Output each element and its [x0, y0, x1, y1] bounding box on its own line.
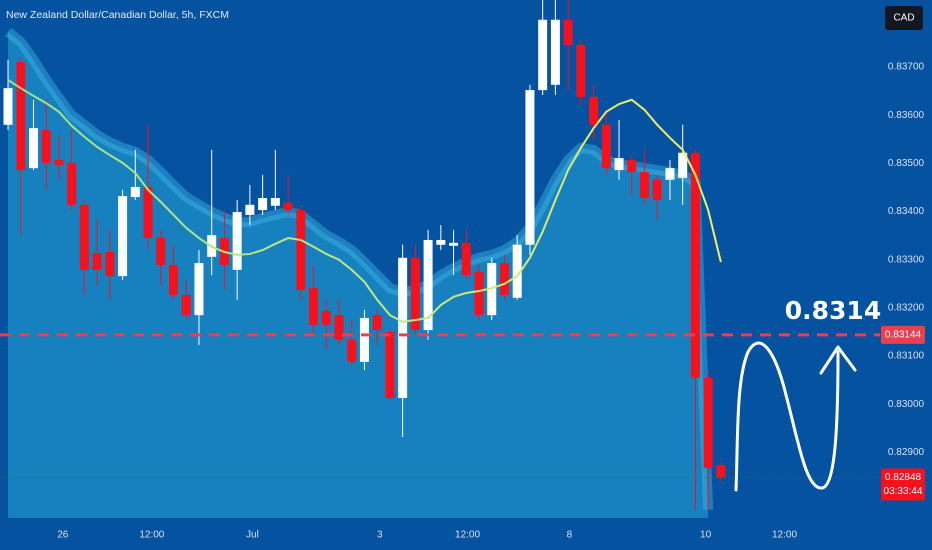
x-tick-label: 12:00: [139, 530, 164, 541]
y-tick-label: 0.83400: [888, 206, 925, 217]
candle-body: [499, 263, 509, 295]
y-tick-label: 0.83500: [888, 158, 925, 169]
y-tick-label: 0.83000: [888, 399, 925, 410]
band-edge: [4, 27, 714, 511]
candle-body: [245, 204, 255, 215]
currency-button[interactable]: [885, 6, 923, 30]
top-layer: 0.82900 0.83000 0.83100 0.83200 0.83300 0.834…: [0, 62, 925, 541]
chart-title: New Zealand Dollar/Canadian Dollar, 5h, …: [6, 9, 229, 21]
candle-body: [258, 198, 268, 211]
candle-body: [118, 196, 128, 277]
y-tick-label: 0.83200: [888, 303, 925, 314]
candle-body: [41, 130, 51, 163]
candle-body: [576, 44, 586, 97]
candle-body: [359, 318, 369, 362]
candle-body: [130, 186, 140, 198]
candle-body: [372, 315, 382, 331]
candle-body: [92, 252, 102, 270]
currency-button-label[interactable]: CAD: [893, 13, 914, 24]
drawn-curve: [734, 341, 840, 492]
candle-body: [16, 62, 26, 171]
drawn-arrowhead: [819, 345, 857, 375]
candle-body: [194, 263, 204, 316]
candle-body: [398, 257, 408, 399]
candle-body: [270, 198, 280, 206]
annotation: 0.8314: [785, 296, 881, 325]
candle-layer: [3, 0, 726, 510]
candle-body: [156, 238, 166, 266]
candle-body: [589, 96, 599, 125]
y-tick-label: 0.83100: [888, 351, 925, 362]
candle-body: [665, 168, 675, 180]
last-price-label: 0.82848: [885, 472, 922, 483]
candle-body: [716, 464, 726, 478]
candle-body: [652, 179, 662, 200]
candle-body: [640, 172, 650, 199]
candle-body: [410, 257, 420, 331]
candle-body: [28, 128, 38, 169]
candle-body: [105, 252, 115, 277]
candle-body: [143, 186, 153, 239]
candle-body: [79, 204, 89, 270]
candle-body: [436, 239, 446, 245]
y-tick-label: 0.82900: [888, 447, 925, 458]
candle-body: [449, 242, 459, 246]
candle-body: [334, 315, 344, 340]
candle-body: [169, 265, 179, 295]
candle-body: [601, 124, 611, 169]
candle-body: [525, 90, 535, 245]
candle-body: [67, 162, 77, 205]
y-tick-label: 0.83700: [888, 62, 925, 73]
candle-body: [512, 244, 522, 298]
candle-body: [614, 158, 624, 171]
candle-body: [703, 377, 713, 468]
candle-body: [461, 242, 471, 276]
x-tick-label: 10: [700, 530, 712, 541]
candle-body: [3, 88, 13, 125]
candle-body: [678, 152, 688, 178]
candle-body: [283, 202, 293, 211]
candle-body: [347, 339, 357, 362]
countdown: 03:33:44: [884, 486, 923, 497]
x-tick-label: Jul: [246, 530, 259, 541]
candle-body: [385, 332, 395, 399]
last-price-tag: [881, 468, 925, 501]
level-tag: [881, 325, 925, 344]
candle-body: [423, 239, 433, 331]
x-tick-label: 3: [377, 530, 383, 541]
candle-body: [627, 159, 637, 173]
candle-body: [309, 288, 319, 325]
candle-body: [474, 271, 484, 316]
candle-body: [550, 19, 560, 85]
level-tag-label: 0.83144: [885, 330, 922, 341]
candle-body: [563, 19, 573, 45]
candle-body: [690, 152, 700, 378]
moving-average: [7, 79, 722, 323]
y-tick-label: 0.83600: [888, 110, 925, 121]
x-tick-label: 8: [567, 530, 573, 541]
x-tick-label: 12:00: [772, 530, 797, 541]
candle-body: [321, 310, 331, 325]
candle-body: [54, 159, 64, 165]
candle-body: [296, 210, 306, 291]
y-tick-label: 0.83300: [888, 254, 925, 265]
candle-body: [232, 212, 242, 270]
x-tick-label: 26: [57, 530, 69, 541]
candle-body: [181, 294, 191, 316]
x-tick-label: 12:00: [455, 530, 480, 541]
candle-body: [538, 19, 548, 91]
